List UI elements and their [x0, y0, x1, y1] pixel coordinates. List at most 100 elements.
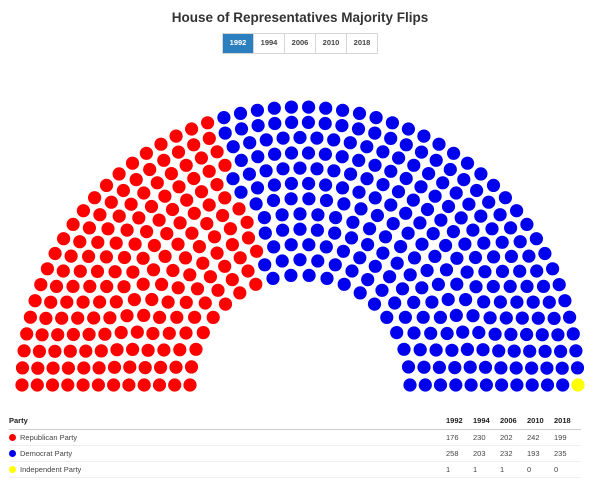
republican-seat: [179, 326, 193, 340]
democrat-seat: [407, 326, 421, 340]
republican-seat: [128, 237, 142, 251]
republican-seat: [91, 235, 105, 249]
democrat-seat: [556, 378, 570, 392]
tab-2018[interactable]: 2018: [346, 34, 377, 53]
democrat-seat: [488, 327, 502, 341]
table-cell: 1: [500, 461, 527, 478]
democrat-seat: [486, 178, 501, 192]
republican-seat: [210, 246, 224, 260]
democrat-seat: [464, 378, 478, 392]
chart-title: House of Representatives Majority Flips: [171, 10, 429, 25]
republican-seat: [34, 278, 48, 292]
republican-seat: [155, 277, 169, 291]
republican-seat: [170, 310, 184, 324]
republican-seat: [183, 268, 197, 282]
democrat-seat: [376, 145, 390, 159]
republican-seat: [196, 326, 210, 340]
democrat-seat: [217, 111, 231, 125]
democrat-seat: [384, 198, 398, 212]
democrat-seat: [563, 310, 577, 324]
democrat-seat: [486, 279, 500, 294]
republican-seat: [194, 151, 208, 165]
republican-seat: [76, 295, 90, 309]
republican-seat: [15, 378, 29, 392]
republican-seat: [82, 221, 96, 235]
democrat-seat: [426, 227, 440, 241]
republican-seat: [93, 295, 107, 309]
democrat-seat: [479, 378, 493, 392]
democrat-seat: [570, 361, 585, 375]
republican-seat: [241, 231, 256, 245]
republican-seat: [15, 361, 30, 375]
democrat-seat: [328, 258, 342, 272]
democrat-seat: [337, 277, 351, 291]
republican-seat: [173, 343, 187, 357]
democrat-seat: [531, 311, 545, 325]
democrat-seat: [457, 173, 471, 187]
democrat-seat: [301, 146, 316, 160]
democrat-seat: [546, 262, 560, 276]
democrat-seat: [478, 360, 493, 374]
democrat-seat: [336, 244, 350, 258]
party-column-header: Party: [9, 414, 446, 430]
democrat-seat: [429, 343, 443, 357]
democrat-seat: [445, 343, 459, 357]
democrat-seat: [566, 327, 580, 341]
democrat-seat: [507, 344, 521, 358]
democrat-seat: [513, 264, 527, 278]
democrat-seat: [403, 378, 417, 392]
republican-seat: [60, 295, 74, 309]
democrat-seat: [504, 327, 518, 341]
republican-seat: [162, 326, 176, 340]
democrat-seat: [360, 140, 374, 154]
republican-seat: [241, 264, 255, 278]
democrat-seat: [363, 222, 377, 236]
democrat-seat: [477, 295, 491, 309]
tab-2010[interactable]: 2010: [315, 34, 346, 53]
democrat-seat: [436, 176, 450, 190]
tab-1992[interactable]: 1992: [223, 34, 253, 53]
republican-seat: [100, 279, 114, 294]
democrat-seat: [447, 146, 461, 160]
democrat-seat: [495, 378, 509, 392]
democrat-seat: [551, 328, 565, 342]
democrat-seat: [449, 378, 463, 392]
republican-seat: [190, 282, 205, 296]
democrat-seat: [470, 183, 484, 198]
democrat-seat: [503, 279, 517, 293]
democrat-seat: [335, 119, 349, 133]
democrat-seat: [463, 360, 477, 374]
democrat-seat: [428, 189, 442, 203]
republican-seat: [66, 279, 80, 293]
democrat-seat: [234, 185, 248, 199]
democrat-seat: [242, 167, 256, 181]
democrat-seat: [474, 167, 488, 181]
democrat-seat: [515, 311, 529, 325]
democrat-seat: [469, 280, 483, 294]
republican-seat: [218, 297, 233, 311]
democrat-seat: [429, 153, 443, 167]
democrat-seat: [361, 238, 375, 252]
republican-seat: [109, 236, 123, 250]
table-cell: 258: [446, 445, 473, 462]
democrat-seat: [485, 222, 499, 236]
democrat-seat: [311, 208, 325, 222]
republican-seat: [73, 235, 87, 249]
democrat-seat: [433, 378, 448, 392]
republican-seat: [232, 202, 246, 216]
democrat-seat: [536, 279, 551, 293]
democrat-seat: [276, 223, 290, 237]
republican-seat: [109, 295, 123, 309]
democrat-seat: [275, 254, 289, 268]
tab-1994[interactable]: 1994: [253, 34, 284, 53]
democrat-seat: [302, 268, 316, 282]
democrat-seat: [414, 145, 429, 159]
democrat-seat: [369, 111, 383, 125]
republican-seat: [92, 361, 106, 375]
democrat-seat: [352, 106, 367, 120]
democrat-seat: [523, 344, 537, 358]
democrat-seat: [458, 237, 472, 251]
tab-2006[interactable]: 2006: [284, 34, 315, 53]
democrat-seat: [415, 281, 429, 295]
republican-seat: [49, 279, 64, 293]
